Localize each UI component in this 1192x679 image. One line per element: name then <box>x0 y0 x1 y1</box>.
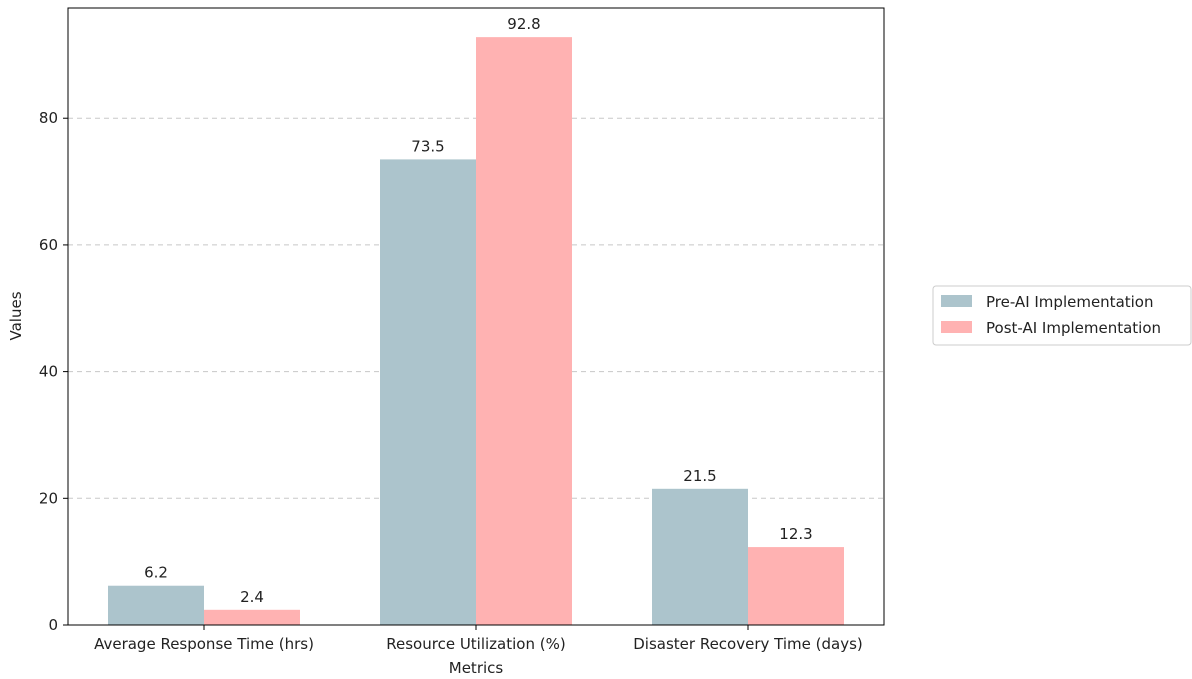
bar-pre-ai <box>108 585 204 625</box>
x-axis: Average Response Time (hrs) Resource Util… <box>94 625 863 653</box>
x-tick-label: Resource Utilization (%) <box>386 635 565 653</box>
bar-value-label: 6.2 <box>144 564 168 582</box>
data-labels: 6.2 2.4 73.5 92.8 21.5 12.3 <box>144 15 813 606</box>
x-tick-label: Average Response Time (hrs) <box>94 635 314 653</box>
legend: Pre-AI Implementation Post-AI Implementa… <box>932 285 1192 346</box>
y-tick-label: 0 <box>48 616 58 634</box>
legend-swatch-pre-ai <box>941 295 972 307</box>
bar-value-label: 12.3 <box>779 525 812 543</box>
bar-value-label: 21.5 <box>683 467 716 485</box>
bars <box>108 37 844 625</box>
y-tick-label: 80 <box>39 109 58 127</box>
bar-post-ai <box>748 547 844 625</box>
y-axis-title: Values <box>7 291 25 340</box>
bar-pre-ai <box>380 159 476 625</box>
bar-post-ai <box>204 609 300 625</box>
x-axis-title: Metrics <box>449 659 504 677</box>
y-axis: 0 20 40 60 80 <box>39 109 68 634</box>
bar-value-label: 2.4 <box>240 588 264 606</box>
bar-pre-ai <box>652 488 748 625</box>
bar-post-ai <box>476 37 572 625</box>
legend-frame <box>932 285 1192 346</box>
legend-label-post-ai: Post-AI Implementation <box>986 319 1161 337</box>
y-tick-label: 40 <box>39 363 58 381</box>
bar-value-label: 73.5 <box>411 137 444 155</box>
bar-value-label: 92.8 <box>507 15 540 33</box>
y-tick-label: 60 <box>39 236 58 254</box>
y-tick-label: 20 <box>39 489 58 507</box>
legend-label-pre-ai: Pre-AI Implementation <box>986 293 1154 311</box>
x-tick-label: Disaster Recovery Time (days) <box>633 635 863 653</box>
legend-swatch-post-ai <box>941 321 972 333</box>
